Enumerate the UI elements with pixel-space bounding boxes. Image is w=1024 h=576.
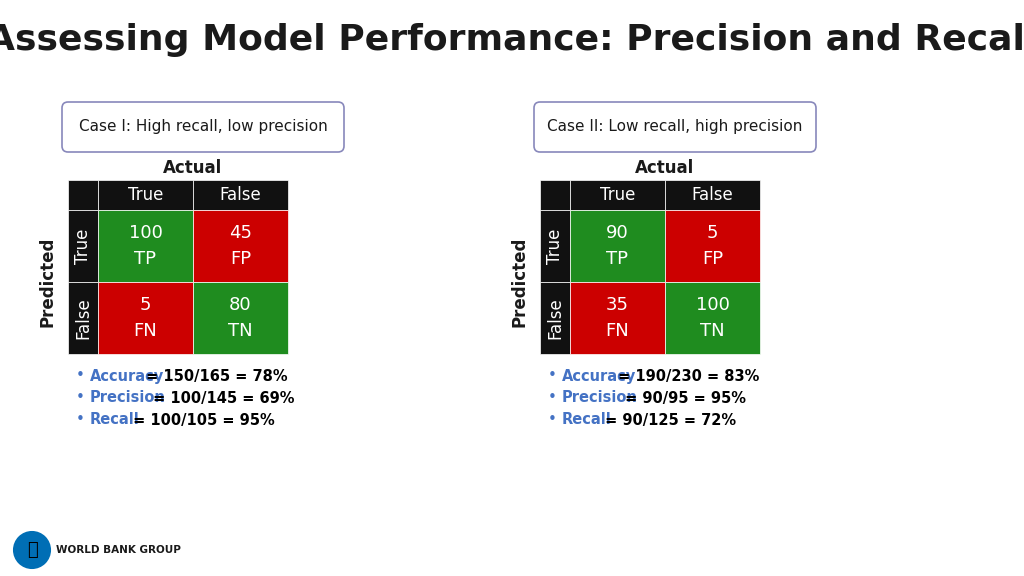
- Bar: [68, 210, 98, 282]
- Text: Precision: Precision: [90, 391, 166, 406]
- Bar: [540, 210, 570, 282]
- Text: Case I: High recall, low precision: Case I: High recall, low precision: [79, 119, 328, 135]
- Text: Accuracy: Accuracy: [90, 369, 164, 384]
- Text: True: True: [128, 186, 163, 204]
- Text: •: •: [76, 391, 85, 406]
- Text: Accuracy: Accuracy: [562, 369, 636, 384]
- Text: Predicted: Predicted: [39, 237, 57, 327]
- Text: Precision: Precision: [562, 391, 638, 406]
- Text: 35
FN: 35 FN: [605, 297, 630, 339]
- Text: WORLD BANK GROUP: WORLD BANK GROUP: [56, 545, 181, 555]
- Text: False: False: [74, 297, 92, 339]
- Bar: [540, 180, 570, 210]
- Text: Recall: Recall: [562, 412, 611, 427]
- Bar: [665, 210, 760, 282]
- Text: True: True: [600, 186, 635, 204]
- Text: 80
TN: 80 TN: [228, 297, 253, 339]
- Bar: [98, 210, 193, 282]
- Bar: [68, 282, 98, 354]
- FancyBboxPatch shape: [62, 102, 344, 152]
- Bar: [68, 180, 98, 210]
- Text: 100
TP: 100 TP: [129, 225, 163, 267]
- FancyBboxPatch shape: [534, 102, 816, 152]
- Bar: [665, 180, 760, 210]
- Text: 5
FP: 5 FP: [701, 225, 723, 267]
- Bar: [570, 282, 665, 354]
- Text: •: •: [548, 391, 557, 406]
- Bar: [665, 282, 760, 354]
- Circle shape: [14, 532, 50, 568]
- Text: Predicted: Predicted: [511, 237, 529, 327]
- Text: Actual: Actual: [635, 159, 694, 177]
- Text: Case II: Low recall, high precision: Case II: Low recall, high precision: [547, 119, 803, 135]
- Bar: [570, 210, 665, 282]
- Text: 5
FN: 5 FN: [133, 297, 158, 339]
- Text: Assessing Model Performance: Precision and Recall: Assessing Model Performance: Precision a…: [0, 23, 1024, 57]
- Text: False: False: [219, 186, 261, 204]
- Text: •: •: [548, 412, 557, 427]
- Text: 🌐: 🌐: [27, 541, 37, 559]
- Text: 45
FP: 45 FP: [229, 225, 252, 267]
- Text: •: •: [548, 369, 557, 384]
- Text: True: True: [546, 228, 564, 264]
- Bar: [98, 282, 193, 354]
- Text: False: False: [691, 186, 733, 204]
- Bar: [193, 282, 288, 354]
- Bar: [570, 180, 665, 210]
- Text: = 190/230 = 83%: = 190/230 = 83%: [613, 369, 760, 384]
- Text: 100
TN: 100 TN: [695, 297, 729, 339]
- Text: 90
TP: 90 TP: [606, 225, 629, 267]
- Text: •: •: [76, 412, 85, 427]
- Text: •: •: [76, 369, 85, 384]
- Text: True: True: [74, 228, 92, 264]
- Bar: [193, 210, 288, 282]
- Text: = 150/165 = 78%: = 150/165 = 78%: [141, 369, 288, 384]
- Text: = 90/125 = 72%: = 90/125 = 72%: [600, 412, 736, 427]
- Bar: [98, 180, 193, 210]
- Text: = 100/105 = 95%: = 100/105 = 95%: [128, 412, 275, 427]
- Text: Recall: Recall: [90, 412, 139, 427]
- Bar: [193, 180, 288, 210]
- Text: Actual: Actual: [164, 159, 222, 177]
- Text: = 100/145 = 69%: = 100/145 = 69%: [147, 391, 294, 406]
- Text: = 90/95 = 95%: = 90/95 = 95%: [620, 391, 745, 406]
- Text: False: False: [546, 297, 564, 339]
- Bar: [540, 282, 570, 354]
